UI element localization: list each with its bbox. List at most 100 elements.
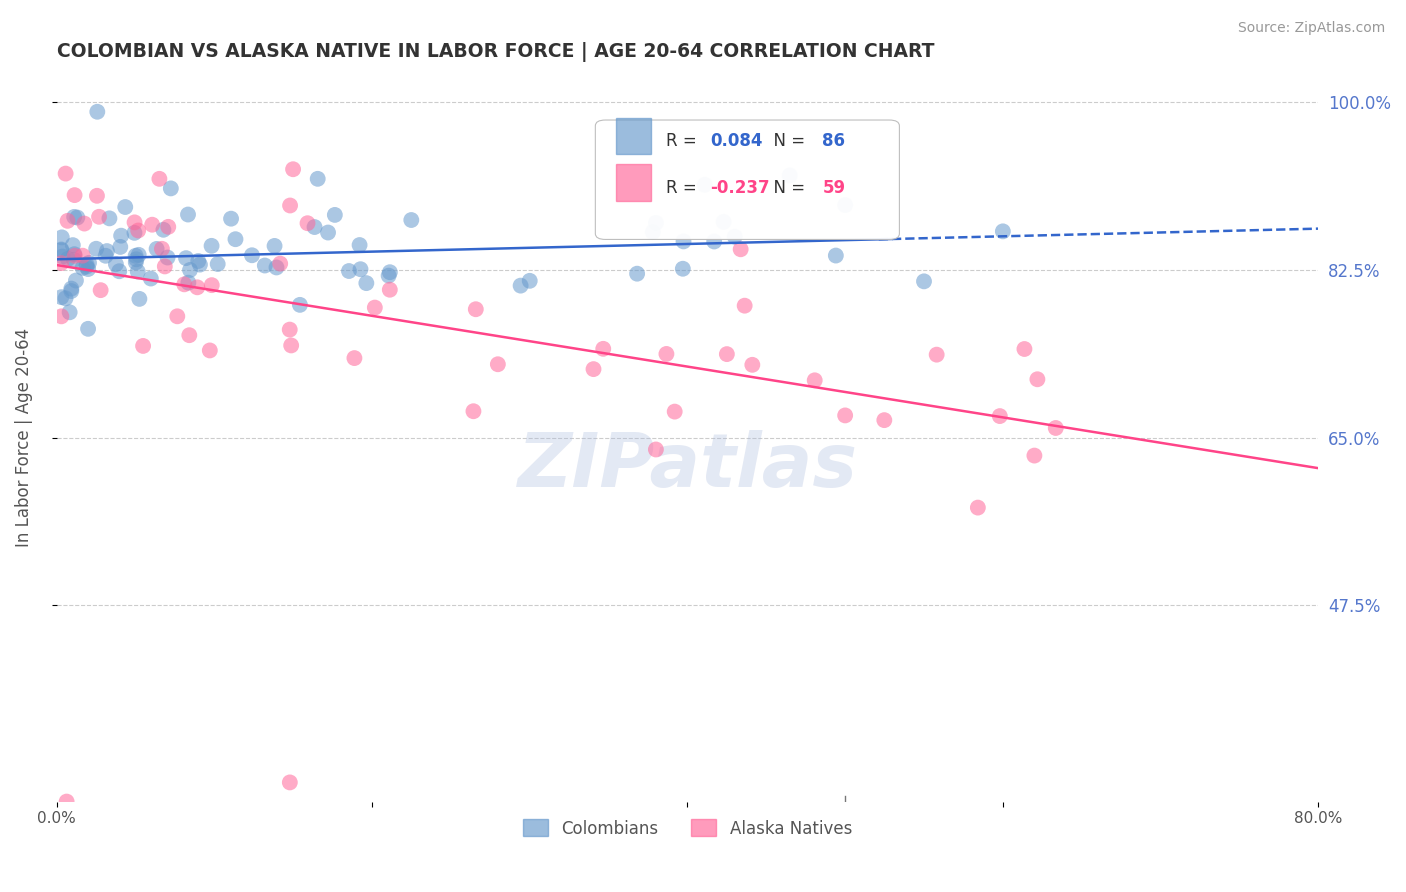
Point bbox=[87, 210, 110, 224]
Point bbox=[108, 264, 131, 278]
Point bbox=[486, 357, 509, 371]
Legend: Colombians, Alaska Natives: Colombians, Alaska Natives bbox=[516, 813, 859, 844]
Point bbox=[187, 254, 209, 268]
Point bbox=[62, 238, 84, 252]
Point bbox=[824, 248, 846, 262]
Point bbox=[94, 249, 117, 263]
Point bbox=[63, 252, 86, 267]
Point bbox=[730, 242, 752, 256]
Point bbox=[304, 220, 326, 235]
Point bbox=[645, 442, 668, 457]
Point bbox=[988, 409, 1011, 423]
Point bbox=[141, 218, 163, 232]
Point bbox=[716, 347, 738, 361]
Point bbox=[156, 251, 179, 265]
Point bbox=[693, 178, 716, 192]
Text: COLOMBIAN VS ALASKA NATIVE IN LABOR FORCE | AGE 20-64 CORRELATION CHART: COLOMBIAN VS ALASKA NATIVE IN LABOR FORC… bbox=[56, 42, 934, 62]
Point bbox=[86, 104, 108, 119]
Point bbox=[269, 257, 291, 271]
Point bbox=[128, 248, 150, 262]
Point bbox=[645, 216, 668, 230]
Point bbox=[349, 262, 371, 277]
Bar bbox=[616, 164, 651, 201]
Point bbox=[56, 214, 79, 228]
Point bbox=[240, 248, 263, 262]
Point bbox=[672, 235, 695, 249]
Point bbox=[177, 276, 200, 290]
Point bbox=[779, 169, 801, 183]
Point bbox=[56, 252, 79, 266]
Point bbox=[124, 226, 146, 240]
Text: R =: R = bbox=[666, 132, 702, 150]
Point bbox=[166, 310, 188, 324]
Point bbox=[72, 260, 94, 275]
Point bbox=[66, 211, 89, 225]
Point bbox=[177, 207, 200, 221]
Point bbox=[803, 373, 825, 387]
Point bbox=[104, 257, 127, 271]
Point bbox=[364, 301, 387, 315]
Point bbox=[377, 268, 399, 283]
Point bbox=[51, 290, 73, 304]
Point bbox=[139, 271, 162, 285]
Point bbox=[153, 260, 176, 274]
Point bbox=[77, 262, 100, 277]
Point bbox=[132, 339, 155, 353]
Point bbox=[703, 235, 725, 249]
Point bbox=[713, 215, 735, 229]
Point bbox=[148, 171, 170, 186]
Point bbox=[186, 280, 208, 294]
Text: Source: ZipAtlas.com: Source: ZipAtlas.com bbox=[1237, 21, 1385, 35]
Point bbox=[51, 244, 73, 258]
Point bbox=[378, 283, 401, 297]
Point bbox=[912, 274, 935, 288]
Point bbox=[51, 256, 73, 270]
Bar bbox=[616, 118, 651, 154]
Point bbox=[55, 291, 77, 305]
Point bbox=[75, 260, 97, 274]
Point bbox=[86, 189, 108, 203]
Point bbox=[72, 249, 94, 263]
Point bbox=[734, 299, 756, 313]
Point bbox=[278, 775, 301, 789]
Point bbox=[655, 347, 678, 361]
Point bbox=[63, 247, 86, 261]
Point bbox=[278, 198, 301, 212]
Point bbox=[114, 200, 136, 214]
Point bbox=[664, 404, 686, 418]
FancyBboxPatch shape bbox=[595, 120, 900, 239]
Point bbox=[51, 243, 73, 257]
Point bbox=[356, 276, 378, 290]
Point bbox=[110, 240, 132, 254]
Point bbox=[77, 256, 100, 270]
Point bbox=[60, 284, 83, 298]
Point bbox=[127, 223, 149, 237]
Point bbox=[200, 239, 222, 253]
Point bbox=[509, 278, 531, 293]
Point bbox=[51, 250, 73, 264]
Point bbox=[1026, 372, 1049, 386]
Point bbox=[378, 265, 401, 279]
Point bbox=[59, 305, 82, 319]
Point bbox=[55, 795, 77, 809]
Point bbox=[343, 351, 366, 365]
Point bbox=[966, 500, 988, 515]
Point bbox=[76, 257, 98, 271]
Point bbox=[51, 230, 73, 244]
Point bbox=[307, 171, 329, 186]
Point bbox=[323, 208, 346, 222]
Point bbox=[316, 226, 339, 240]
Point bbox=[401, 213, 423, 227]
Point bbox=[834, 198, 856, 212]
Point bbox=[280, 338, 302, 352]
Point bbox=[519, 274, 541, 288]
Point bbox=[592, 342, 614, 356]
Point bbox=[152, 223, 174, 237]
Point bbox=[150, 242, 173, 256]
Point bbox=[60, 282, 83, 296]
Point bbox=[55, 167, 77, 181]
Point bbox=[173, 277, 195, 292]
Point bbox=[201, 278, 224, 293]
Point bbox=[253, 259, 276, 273]
Point bbox=[188, 258, 211, 272]
